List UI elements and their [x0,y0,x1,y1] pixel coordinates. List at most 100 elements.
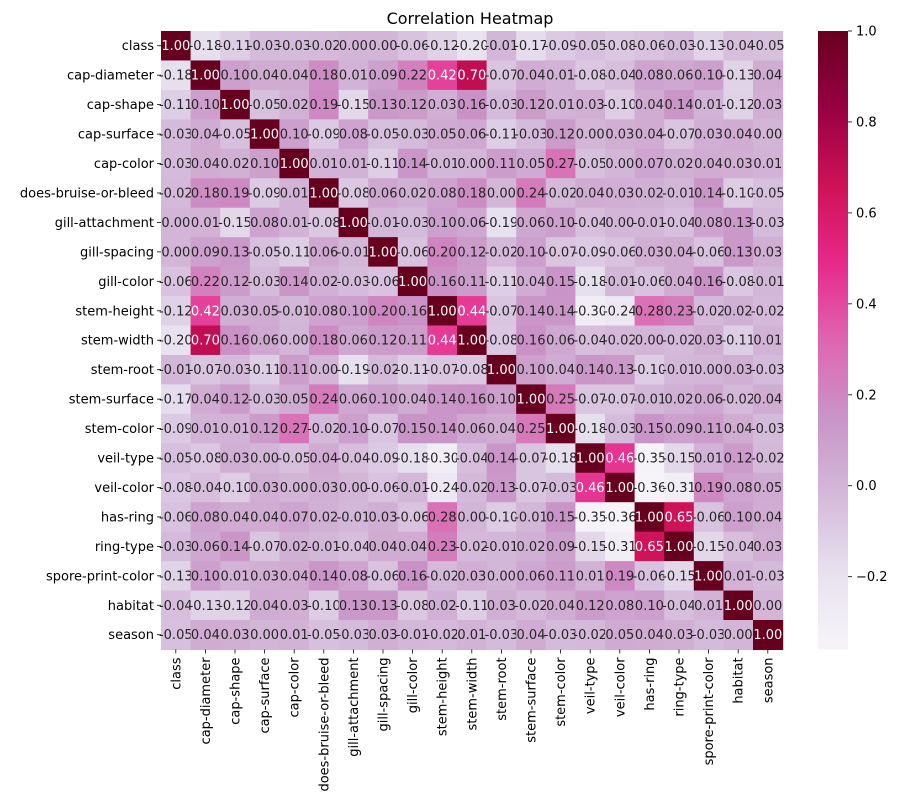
heatmap-cell [368,89,399,120]
heatmap-cell [753,148,784,179]
heatmap-cell [605,413,636,444]
heatmap-cell [220,148,251,179]
cell-value-label: 0.14 [487,452,516,467]
heatmap-cell [664,590,695,621]
heatmap-cell [634,325,665,356]
heatmap-cell [664,148,695,179]
heatmap-cell [190,266,221,297]
cell-value-label: 0.04 [250,69,279,84]
heatmap-cell [575,237,606,268]
x-tick-label: stem-width [465,657,480,730]
heatmap-cell [220,590,251,621]
x-tick-label: gill-spacing [377,657,392,731]
cell-value-label: -0.09 [573,245,607,260]
heatmap-cell [338,472,369,503]
cell-value-label: -0.07 [366,422,400,437]
heatmap-cell [634,502,665,533]
cell-value-label: 0.04 [517,275,546,290]
cell-value-label: 0.10 [635,599,664,614]
cell-value-label: 0.06 [369,186,398,201]
heatmap-cell [338,148,369,179]
cell-value-label: 0.42 [191,304,220,319]
cell-value-label: -0.06 [633,569,667,584]
heatmap-cell [605,443,636,474]
y-tick-label: does-bruise-or-bleed [20,186,154,201]
cell-value-label: 0.05 [280,393,309,408]
cell-value-label: -0.08 [189,452,223,467]
heatmap-cell [338,561,369,592]
cell-value-label: 0.13 [724,216,753,231]
heatmap-cell [249,178,280,209]
heatmap-cell [693,119,724,150]
y-tick-label: cap-color [94,157,155,172]
cell-value-label: 0.04 [546,599,575,614]
heatmap-cell [427,266,458,297]
heatmap-cell [338,119,369,150]
cell-value-label: 0.09 [665,422,694,437]
heatmap-cell [368,207,399,238]
cell-value-label: 0.18 [191,186,220,201]
x-tick-label: ring-type [673,657,688,716]
cell-value-label: -0.08 [485,334,519,349]
heatmap-cells: 1.00-0.18-0.11-0.03-0.03-0.020.00 0.00-0.… [159,31,785,651]
x-tick-label: cap-shape [229,657,244,724]
cell-value-label: 0.05 [428,128,457,143]
cell-value-label: -0.03 [544,628,578,643]
x-tick-label: stem-color [554,657,569,727]
y-tick-label: cap-diameter [67,69,155,84]
cell-value-label: 0.20 [428,245,457,260]
heatmap-cell [516,89,547,120]
cell-value-label: -0.03 [159,157,193,172]
cell-value-label: -0.06 [396,245,430,260]
heatmap-cell [634,561,665,592]
cell-value-label: -0.04 [337,540,371,555]
y-tick-labels: class cap-diameter cap-shape cap-surface cap… [20,39,161,643]
cell-value-label: 0.04 [191,628,220,643]
cell-value-label: -0.08 [603,39,637,54]
heatmap-cell [397,296,428,327]
heatmap-cell [753,178,784,209]
cell-value-label: 0.03 [694,334,723,349]
cell-value-label: -0.04 [573,216,607,231]
cell-value-label: 0.01 [191,422,220,437]
heatmap-cell [516,119,547,150]
heatmap-cell [249,413,280,444]
heatmap-cell [190,620,221,651]
cell-value-label: 0.10 [191,569,220,584]
x-tick-label: veil-color [613,657,628,717]
cell-value-label: 0.03 [753,98,782,113]
heatmap-cell [753,89,784,120]
y-tick-label: cap-surface [78,128,154,143]
heatmap-cell [693,561,724,592]
cell-value-label: -0.02 [751,304,785,319]
heatmap-cell [575,590,606,621]
heatmap-cell [338,384,369,415]
cell-value-label: -0.05 [277,452,311,467]
cell-value-label: 0.00 [605,157,634,172]
cell-value-label: 0.44 [457,304,486,319]
cell-value-label: -0.06 [159,510,193,525]
cell-value-label: -0.30 [573,304,607,319]
heatmap-cell [693,502,724,533]
cell-value-label: -0.02 [366,363,400,378]
heatmap-cell [220,384,251,415]
heatmap-cell [545,266,576,297]
cell-value-label: 0.02 [221,157,250,172]
heatmap-cell [427,531,458,562]
cell-value-label: 0.06 [517,569,546,584]
heatmap-cell [457,89,488,120]
heatmap-cell [368,325,399,356]
cell-value-label: -0.02 [721,393,755,408]
heatmap-cell [309,472,340,503]
cell-value-label: 0.01 [339,157,368,172]
heatmap-cell [190,561,221,592]
heatmap-cell [190,60,221,91]
heatmap-cell [753,325,784,356]
cell-value-label: -0.06 [633,275,667,290]
heatmap-cell [161,89,192,120]
cell-value-label: 0.03 [487,599,516,614]
heatmap-cell [309,31,340,62]
cell-value-label: 0.03 [753,245,782,260]
heatmap-cell [664,354,695,385]
heatmap-cell [249,237,280,268]
